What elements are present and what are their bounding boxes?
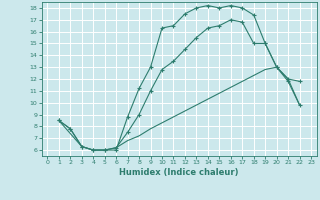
X-axis label: Humidex (Indice chaleur): Humidex (Indice chaleur) xyxy=(119,168,239,177)
